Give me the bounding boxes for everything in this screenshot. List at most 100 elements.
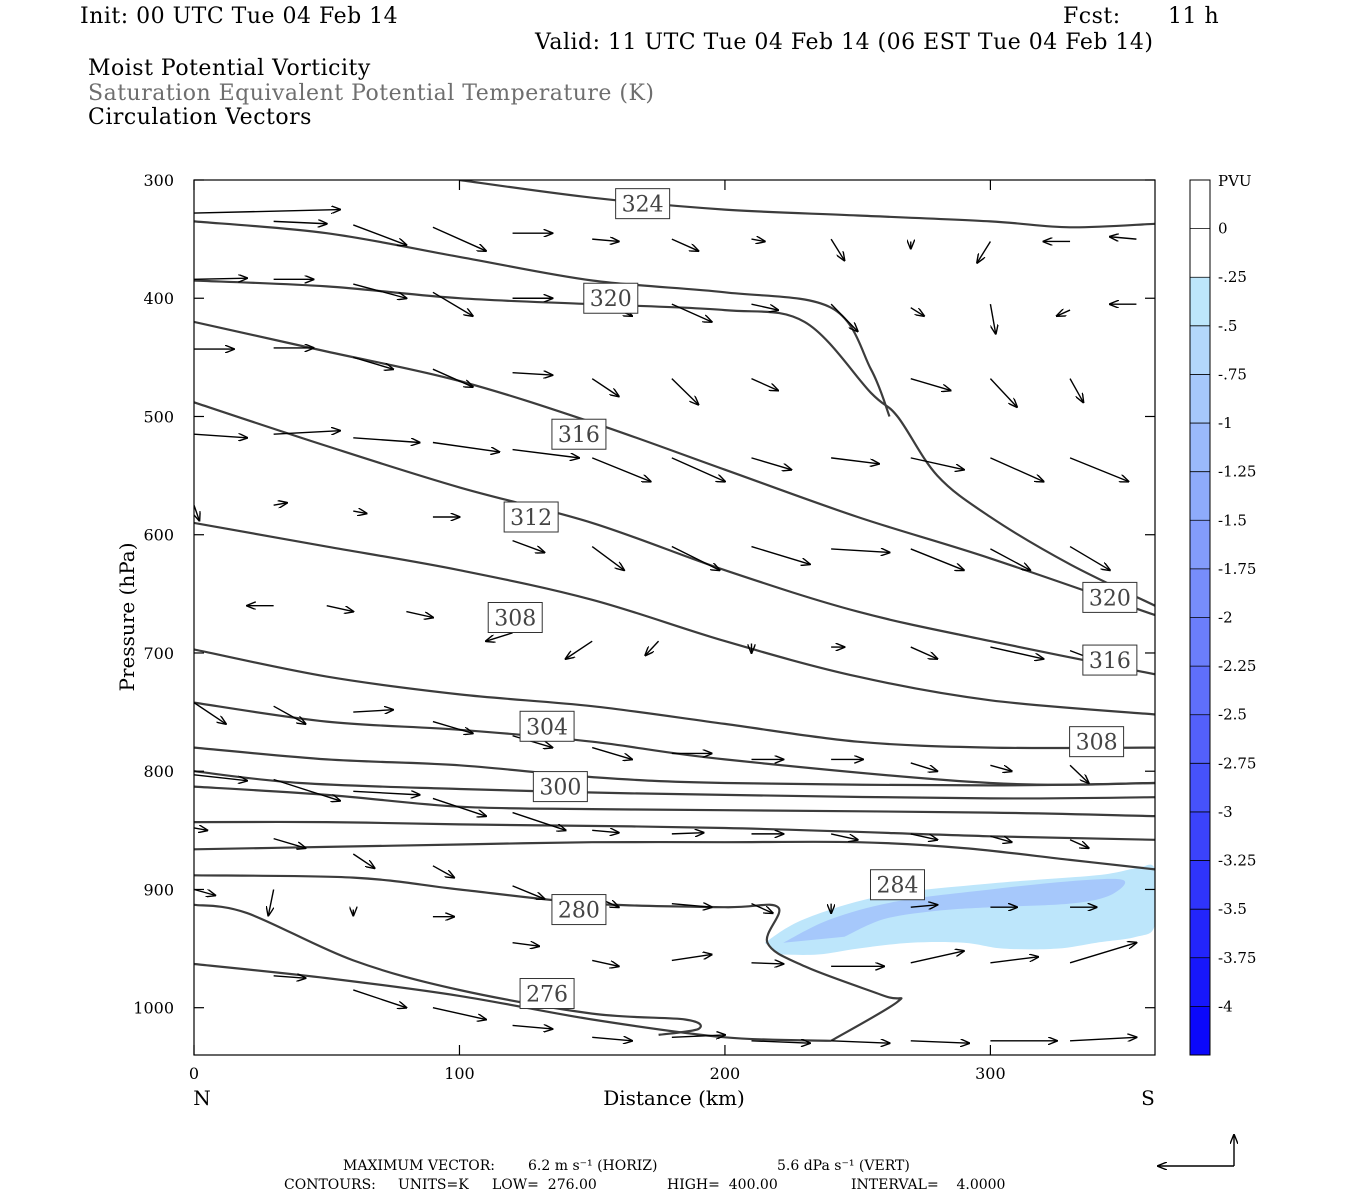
contour-label: 320	[583, 282, 639, 314]
circulation-vector	[591, 378, 619, 397]
colorbar-swatch	[1190, 1006, 1210, 1056]
circulation-vector	[512, 885, 545, 899]
colorbar-tick-label: -4	[1218, 997, 1233, 1015]
colorbar-tick-label: -.75	[1218, 365, 1247, 383]
max-vector-vert: 5.6 dPa s⁻¹ (VERT)	[777, 1158, 910, 1174]
colorbar-swatch	[1190, 471, 1210, 521]
y-tick-label: 500	[143, 407, 174, 426]
circulation-vector	[273, 431, 340, 435]
circulation-vector	[592, 746, 632, 760]
circulation-vector	[194, 828, 207, 830]
circulation-vector	[512, 811, 566, 831]
circulation-vector	[910, 548, 964, 570]
circulation-vector	[512, 943, 540, 947]
reference-vector	[1158, 1135, 1234, 1166]
colorbar-swatch	[1190, 374, 1210, 424]
circulation-vector	[977, 241, 992, 262]
circulation-vector	[671, 904, 712, 908]
circulation-vector	[194, 278, 247, 279]
theta-es-contour-276-0	[194, 962, 832, 1042]
y-tick-label: 900	[143, 880, 174, 899]
colorbar-swatch	[1190, 180, 1210, 230]
circulation-vector	[645, 640, 660, 655]
contour-label-text: 300	[539, 776, 581, 801]
x-tick-label: 0	[189, 1064, 199, 1083]
pv-shading-region-0	[764, 864, 1155, 955]
colorbar-tick-label: -2.75	[1218, 754, 1256, 772]
colorbar-swatch	[1190, 617, 1210, 667]
colorbar-swatch	[1190, 811, 1210, 862]
circulation-vector	[1069, 943, 1136, 964]
circulation-vector	[194, 210, 340, 214]
theta-es-contour-296-6	[194, 770, 1155, 800]
forecast-hour: 11 h	[1168, 4, 1220, 29]
contour-label-text: 316	[1089, 649, 1131, 674]
pv-shading-region-1	[783, 878, 1126, 943]
circulation-vector	[751, 963, 783, 964]
circulation-vector	[1110, 237, 1137, 239]
circulation-vector	[990, 764, 1011, 771]
contour-label: 320	[1082, 581, 1138, 613]
contour-label-text: 316	[558, 423, 600, 448]
circulation-vector	[910, 951, 964, 964]
contour-label: 276	[519, 978, 575, 1010]
theta-es-contour-284-3	[194, 840, 1155, 871]
colorbar-tick-label: -2.5	[1218, 706, 1247, 724]
circulation-vector	[1070, 1037, 1136, 1041]
circulation-vector	[751, 457, 791, 470]
circulation-vector	[591, 457, 650, 482]
circulation-vector	[353, 356, 393, 369]
circulation-vector	[273, 705, 306, 724]
colorbar-tick-label: -.25	[1218, 268, 1247, 286]
circulation-vector	[1057, 310, 1071, 316]
circulation-vector	[512, 1025, 553, 1029]
x-end-label-north: N	[193, 1086, 211, 1110]
colorbar-tick-label: -3.75	[1218, 949, 1256, 967]
contour-label-text: 320	[590, 287, 632, 312]
contours-label: CONTOURS:	[284, 1177, 376, 1193]
colorbar-tick-label: 0	[1218, 220, 1228, 238]
colorbar-swatch	[1190, 763, 1210, 813]
circulation-vector	[671, 378, 699, 405]
init-time: Init: 00 UTC Tue 04 Feb 14	[80, 4, 399, 29]
colorbar-tick-label: -3	[1218, 803, 1233, 821]
colorbar-swatch	[1190, 520, 1210, 570]
theta-es-contour-312-10	[194, 521, 1155, 716]
contours-units: UNITS=K	[398, 1177, 469, 1193]
contour-label: 308	[487, 602, 543, 633]
circulation-vector	[1069, 457, 1128, 482]
colorbar-swatch	[1190, 423, 1210, 473]
circulation-vector	[432, 797, 486, 816]
contour-label-text: 304	[526, 715, 568, 740]
colorbar-swatch	[1190, 568, 1210, 618]
theta-es-contour-280-2	[194, 874, 903, 1042]
circulation-vector	[831, 549, 889, 553]
circulation-vector	[910, 307, 924, 316]
contour-label-text: 320	[1089, 586, 1131, 611]
circulation-vector	[910, 377, 951, 391]
y-tick-label: 400	[143, 289, 174, 308]
colorbar-swatch	[1190, 714, 1210, 764]
theta-es-contour-320-13	[194, 279, 1155, 607]
colorbar-swatch	[1190, 957, 1210, 1007]
theta-es-contour-316-11	[194, 401, 1155, 676]
contour-label: 316	[1082, 644, 1138, 676]
circulation-vector	[353, 511, 366, 513]
circulation-vector	[910, 762, 938, 771]
colorbar-tick-label: -2	[1218, 609, 1233, 627]
circulation-vector	[273, 778, 340, 800]
theta-es-contour-292-5	[194, 785, 1155, 818]
circulation-vector	[671, 457, 725, 482]
circulation-vector	[432, 291, 473, 316]
colorbar-tick-label: -3.5	[1218, 900, 1247, 918]
max-vector-horiz: 6.2 m s⁻¹ (HORIZ)	[528, 1158, 658, 1174]
circulation-vector	[268, 889, 275, 915]
contour-label: 316	[551, 418, 607, 450]
circulation-vector	[1069, 378, 1083, 403]
circulation-vector	[273, 976, 306, 978]
colorbar-swatch	[1190, 666, 1210, 716]
y-tick-label: 300	[143, 171, 174, 190]
y-axis-label: Pressure (hPa)	[115, 543, 139, 692]
max-vector-label: MAXIMUM VECTOR:	[343, 1158, 495, 1174]
